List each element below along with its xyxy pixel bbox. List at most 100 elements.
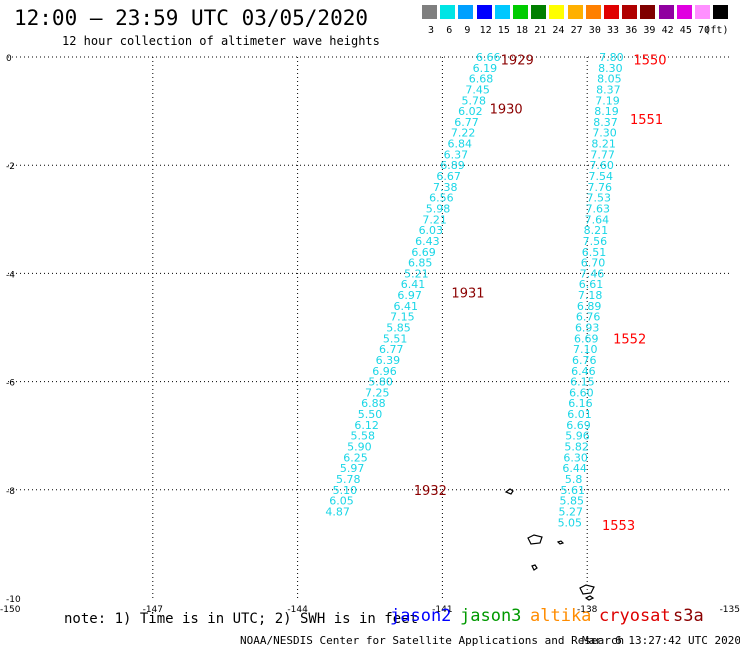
swh-value: 8.37: [593, 116, 618, 129]
pass-time-label: 1553: [602, 519, 635, 534]
swh-value: 8.19: [594, 105, 619, 118]
swh-value: 6.89: [577, 300, 602, 313]
swh-value: 6.76: [576, 311, 601, 324]
swh-value: 6.85: [408, 257, 433, 270]
swh-value: 6.97: [397, 289, 422, 302]
lat-tick-label: -10: [6, 595, 21, 605]
swh-value: 8.37: [596, 83, 621, 96]
swh-value: 7.45: [465, 83, 490, 96]
legend-swatch: [476, 5, 492, 19]
legend-swatch: [531, 5, 547, 19]
island-outline: [531, 564, 538, 571]
swh-value: 5.90: [347, 441, 372, 454]
swh-value: 5.05: [558, 516, 583, 529]
island-outline: [579, 584, 595, 595]
legend-label: 6: [446, 25, 453, 36]
legend-label: 24: [552, 25, 565, 36]
legend-swatch: [567, 5, 583, 19]
swh-value: 6.69: [574, 332, 599, 345]
swh-value: 5.97: [340, 462, 365, 475]
legend-swatch: [422, 5, 437, 19]
swh-value: 6.25: [343, 451, 368, 464]
swh-value: 7.76: [587, 181, 612, 194]
swh-value: 7.22: [451, 127, 476, 140]
swh-value: 7.38: [433, 181, 458, 194]
swh-value: 6.12: [354, 419, 379, 432]
island-outline: [556, 540, 565, 545]
lat-tick-label: -8: [6, 487, 15, 497]
swh-value: 7.19: [595, 94, 620, 107]
swh-value: 6.37: [444, 148, 469, 161]
swh-value: 6.56: [429, 192, 454, 205]
units-note: note: 1) Time is in UTC; 2) SWH is in fe…: [64, 611, 419, 627]
swh-value: 5.85: [386, 322, 411, 335]
swh-value: 6.93: [575, 322, 600, 335]
swh-value: 6.89: [440, 159, 465, 172]
pass-time-label: 1930: [490, 102, 523, 117]
swh-value: 6.88: [361, 397, 386, 410]
swh-value: 7.53: [587, 192, 612, 205]
swh-value: 5.98: [426, 202, 451, 215]
lat-tick-label: -2: [6, 162, 15, 172]
sat-altika-label: altika: [530, 606, 592, 626]
lon-tick-label: -147: [143, 605, 163, 615]
swh-value: 7.18: [578, 289, 603, 302]
swh-value: 7.60: [589, 159, 614, 172]
swh-value: 7.54: [588, 170, 613, 183]
swh-value: 6.15: [570, 376, 595, 389]
legend-swatch: [640, 5, 656, 19]
legend-label: 27: [570, 25, 583, 36]
legend-label: 70: [698, 25, 711, 36]
map-title: 12:00 – 23:59 UTC 03/05/2020: [14, 6, 369, 30]
swh-value: 7.80: [599, 51, 624, 64]
lat-tick-label: -6: [6, 379, 15, 389]
swh-value: 6.44: [562, 462, 587, 475]
lat-tick-label: 0: [6, 54, 12, 64]
swh-value: 6.77: [454, 116, 479, 129]
pass-time-label: 1551: [630, 113, 663, 128]
lon-tick-label: -150: [0, 605, 21, 615]
swh-value: 8.21: [591, 138, 616, 151]
swh-value: 6.01: [567, 408, 592, 421]
island-outline: [504, 488, 514, 495]
legend-label: 33: [607, 25, 620, 36]
legend-label: 18: [516, 25, 529, 36]
swh-value: 7.25: [365, 386, 390, 399]
legend-swatch: [440, 5, 456, 19]
swh-value: 6.96: [372, 365, 397, 378]
legend-swatch: [585, 5, 601, 19]
swh-value: 5.51: [383, 332, 408, 345]
swh-value: 4.87: [325, 505, 350, 518]
swh-value: 6.51: [582, 246, 607, 259]
pass-time-label: 1552: [613, 332, 646, 347]
swh-value: 5.58: [351, 430, 376, 443]
lat-tick-label: -4: [6, 270, 15, 280]
swh-value: 6.69: [566, 419, 591, 432]
swh-value: 7.46: [580, 267, 605, 280]
swh-value: 6.16: [568, 397, 593, 410]
swh-value: 7.64: [585, 213, 610, 226]
swh-value: 6.03: [419, 224, 444, 237]
swh-value: 5.21: [404, 267, 429, 280]
swh-value: 7.77: [590, 148, 615, 161]
sat-s3a-label: s3a: [673, 606, 704, 626]
credit-line: NOAA/NESDIS Center for Satellite Applica…: [240, 634, 625, 647]
swh-value: 6.76: [572, 354, 597, 367]
legend-swatch: [713, 5, 729, 19]
legend-label: 15: [497, 25, 510, 36]
swh-value: 6.46: [571, 365, 596, 378]
legend-label: 12: [479, 25, 492, 36]
lon-tick-label: -138: [577, 605, 598, 615]
sat-jason3-label: jason3: [460, 606, 522, 626]
legend-swatch: [604, 5, 619, 19]
swh-value: 6.66: [476, 51, 501, 64]
legend-label: 36: [625, 25, 638, 36]
swh-value: 8.05: [597, 73, 622, 86]
island-outline: [584, 595, 595, 601]
swh-value: 7.30: [592, 127, 617, 140]
legend-label: 30: [588, 25, 601, 36]
legend-unit: (ft): [704, 25, 729, 36]
swh-value: 5.82: [564, 441, 589, 454]
